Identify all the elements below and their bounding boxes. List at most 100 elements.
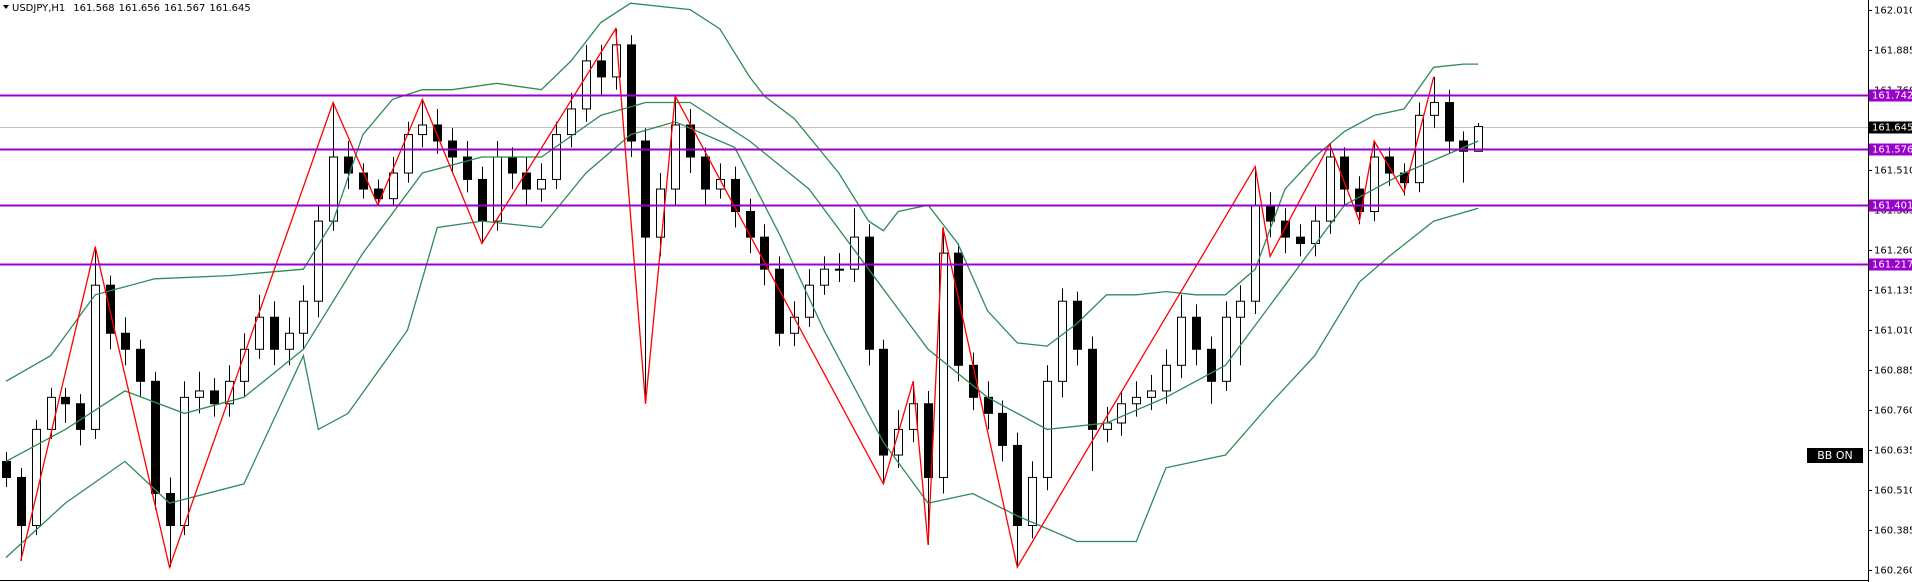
y-tick-label: 161.885	[1874, 46, 1912, 57]
candle-body	[701, 156, 710, 190]
candle-body	[1207, 348, 1216, 382]
header-high: 161.656	[119, 3, 160, 14]
header-low: 161.567	[164, 3, 205, 14]
symbol: USDJPY,H1	[12, 3, 65, 14]
candle-body	[270, 316, 279, 350]
candle-body	[865, 236, 874, 350]
candle-body	[1445, 102, 1454, 142]
candle-body	[314, 220, 323, 302]
candle-body	[1073, 300, 1082, 350]
bb-button[interactable]: BB ON	[1807, 448, 1863, 463]
bollinger-band	[5, 2, 1479, 382]
candle-body	[1162, 364, 1171, 392]
candle-body	[136, 348, 145, 382]
candle-body	[537, 178, 546, 190]
bb-button-label[interactable]: BB ON	[1817, 449, 1852, 462]
candle-body	[567, 108, 576, 136]
level-label: 161.401	[1872, 201, 1912, 212]
level-label-bg	[1869, 143, 1912, 156]
candle-body	[255, 316, 264, 350]
candle-body	[1117, 403, 1126, 424]
candle-body	[508, 156, 517, 174]
candle-body	[731, 178, 740, 212]
level-label: 161.742	[1872, 91, 1912, 102]
candle-body	[1058, 300, 1067, 382]
candle-body	[835, 268, 844, 271]
candle-body	[627, 44, 636, 142]
candle-body	[1430, 102, 1439, 116]
level-label-bg	[1869, 199, 1912, 212]
candle-body	[894, 428, 903, 456]
candle-body	[1177, 316, 1186, 366]
y-tick-label: 160.635	[1874, 446, 1912, 457]
zigzag-line	[20, 26, 1435, 570]
candle-body	[433, 124, 442, 142]
candle-body	[61, 396, 70, 405]
candle-body	[47, 396, 56, 430]
header: USDJPY,H1 161.568 161.656 161.567 161.645	[3, 3, 251, 14]
y-tick-label: 160.260	[1874, 566, 1912, 577]
y-tick-label: 160.510	[1874, 486, 1912, 497]
candle-body	[359, 172, 368, 190]
candle-body	[1251, 204, 1260, 302]
candle-body	[1296, 236, 1305, 245]
candle-body	[850, 236, 859, 270]
candle-body	[76, 403, 85, 430]
candle-body	[1281, 220, 1290, 238]
candle-body	[671, 124, 680, 190]
candle-body	[285, 332, 294, 350]
last-price-label: 161.645	[1872, 123, 1912, 134]
candle-body	[879, 348, 888, 456]
candle-body	[106, 284, 115, 334]
candle-body	[493, 156, 502, 222]
candle-body	[389, 172, 398, 200]
last-price-label-bg	[1869, 121, 1912, 134]
y-tick-label: 160.385	[1874, 526, 1912, 537]
candle-body	[225, 380, 234, 405]
header-open: 161.568	[73, 3, 114, 14]
candle-body	[1192, 316, 1201, 350]
y-tick-label: 161.135	[1874, 286, 1912, 297]
candle-body	[775, 268, 784, 334]
candle-body	[1088, 348, 1097, 430]
candle-body	[463, 156, 472, 180]
y-tick-label: 160.760	[1874, 406, 1912, 417]
y-tick-label: 161.510	[1874, 166, 1912, 177]
y-tick-label: 161.010	[1874, 326, 1912, 337]
candle-body	[17, 476, 26, 527]
candle-body	[1222, 316, 1231, 382]
y-tick-label: 162.010	[1874, 6, 1912, 17]
candle-body	[1028, 476, 1037, 527]
candle-body	[478, 178, 487, 222]
candle-body	[641, 140, 650, 238]
candle-body	[1370, 156, 1379, 212]
candle-body	[1103, 422, 1112, 430]
candle-body	[1326, 156, 1335, 222]
candle-body	[582, 60, 591, 110]
candle-body	[166, 492, 175, 527]
candle-body	[1147, 390, 1156, 398]
header-text: USDJPY,H1 161.568 161.656 161.567 161.645	[12, 3, 251, 14]
bb-button-bg[interactable]	[1807, 448, 1863, 463]
candle-body	[1385, 156, 1394, 174]
candle-body	[418, 124, 427, 136]
y-tick-label: 160.885	[1874, 366, 1912, 377]
candle-body	[998, 412, 1007, 446]
level-label: 161.576	[1872, 145, 1912, 156]
candle-body	[1132, 396, 1141, 405]
bollinger-band	[5, 121, 1479, 559]
candle-body	[746, 210, 755, 238]
candle-body	[121, 332, 130, 350]
candle-body	[344, 156, 353, 174]
level-label-bg	[1869, 89, 1912, 102]
candle-body	[91, 284, 100, 430]
menu-triangle	[3, 5, 9, 9]
candle-body	[820, 268, 829, 286]
header-close: 161.645	[209, 3, 250, 14]
candle-body	[909, 403, 918, 430]
candle-body	[552, 134, 561, 180]
candle-body	[1236, 300, 1245, 318]
candle-body	[404, 134, 413, 174]
candle-body	[151, 380, 160, 494]
